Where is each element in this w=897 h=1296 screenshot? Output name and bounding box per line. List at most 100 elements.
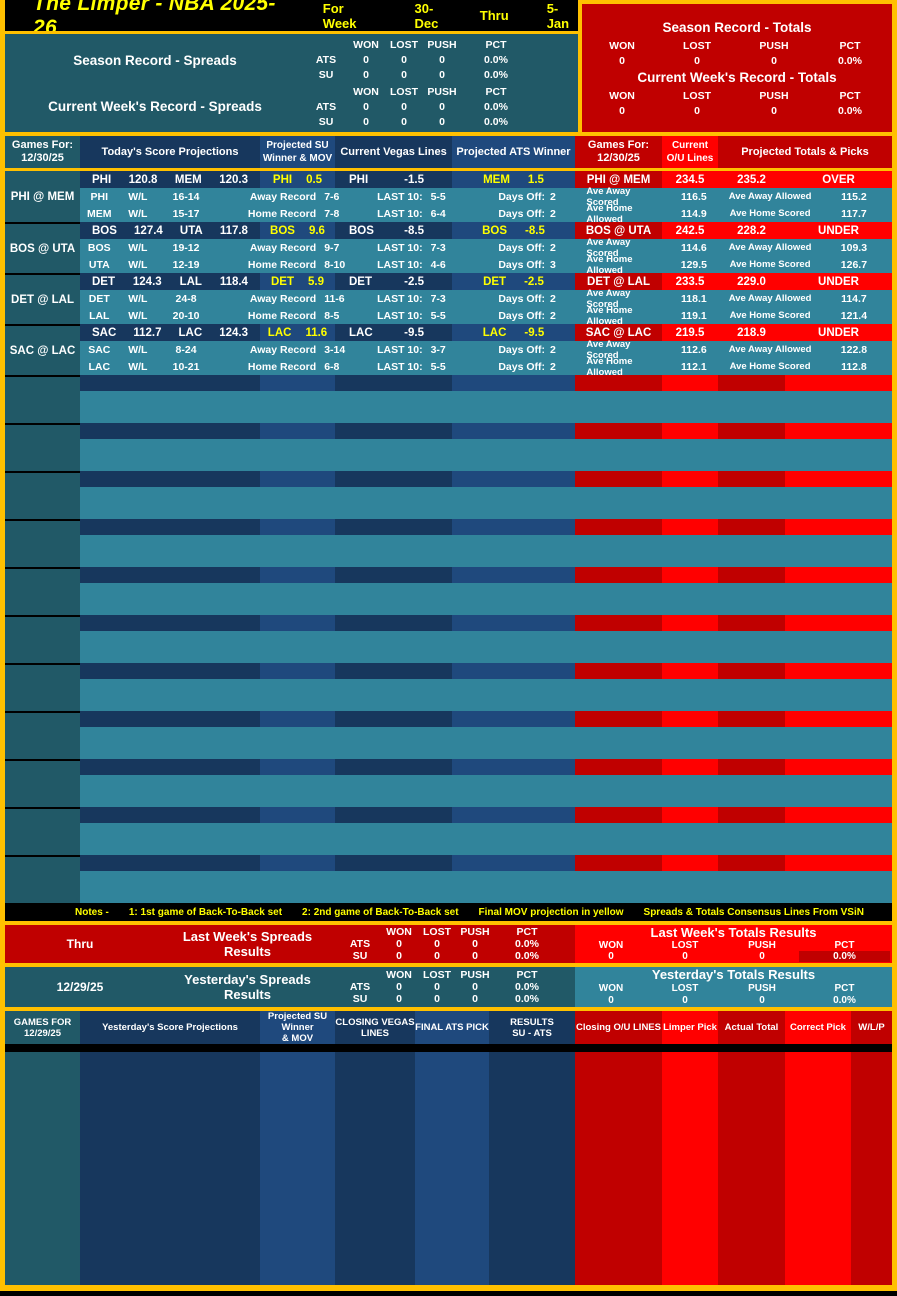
won-header: WON [609, 39, 635, 52]
total-pick-cell: OVER [785, 171, 892, 188]
su-winner-team: BOS [270, 224, 295, 237]
score-projections-header: Today's Score Projections [80, 136, 260, 168]
matchup-cell: DET @ LAL [575, 273, 662, 290]
week-totals-title: Current Week's Record - Totals [637, 70, 837, 85]
ats-won: 0 [363, 100, 369, 113]
pct-value: 0.0% [838, 54, 862, 67]
lost-header: LOST [683, 89, 711, 102]
away-projected-score: 127.4 [134, 224, 163, 237]
projected-total-cell: 228.2 [718, 222, 785, 239]
su-won: 0 [396, 950, 402, 962]
su-winner-mov: 11.6 [305, 326, 328, 339]
ats-winner-line: 1.5 [527, 173, 544, 186]
yesterday-spreads-title: Yesterday's Spreads Results [184, 972, 311, 1002]
empty-game-block [5, 423, 892, 471]
vegas-line: -2.5 [404, 275, 424, 288]
week-spreads-group: Current Week's Record - Spreads WON LOST… [5, 84, 578, 131]
gold-divider [5, 31, 578, 34]
ats-lost: 0 [401, 54, 407, 67]
su-row: SU 0 0 0 0.0% [305, 114, 553, 129]
season-totals-title: Season Record - Totals [662, 20, 812, 35]
ats-pct: 0.0% [484, 54, 508, 67]
ats-push: 0 [472, 981, 478, 993]
ave-away-scored: 116.5 [681, 190, 707, 203]
su-push: 0 [439, 115, 445, 128]
away-team: PHI [90, 190, 109, 203]
won-value: 0 [608, 951, 614, 962]
wl-label: W/L [128, 292, 148, 305]
pct-value: 0.0% [838, 104, 862, 117]
pct-header: PCT [516, 926, 538, 938]
ats-winner-team: LAC [482, 326, 507, 339]
ave-away-allowed: 115.2 [841, 190, 867, 203]
projected-total-cell: 235.2 [718, 171, 785, 188]
away-team: PHI [92, 173, 112, 186]
su-lost: 0 [401, 115, 407, 128]
away-days-off: 2 [550, 190, 556, 203]
last10-label: LAST 10: [377, 292, 423, 305]
projected-total-cell: 229.0 [718, 273, 785, 290]
yesterday-spreads-stats: WON LOST PUSH PCT ATS 0 0 0 0.0% SU 0 0 [340, 967, 575, 1007]
wlp-column [851, 1052, 892, 1285]
su-won: 0 [396, 993, 402, 1005]
days-off-label: Days Off: [498, 241, 546, 254]
days-off-label: Days Off: [498, 309, 546, 322]
game-block: BOS @ UTA BOS 127.4 UTA 117.8 BOS 9.6 BO… [5, 222, 892, 276]
vegas-lines-header: Current Vegas Lines [335, 136, 452, 168]
away-days-off: 2 [550, 241, 556, 254]
vegas-line-cell: PHI -1.5 [335, 171, 452, 188]
vegas-line-cell: DET -2.5 [335, 273, 452, 290]
won-value: 0 [619, 104, 625, 117]
pct-header: PCT [516, 969, 538, 981]
su-label: SU [352, 993, 368, 1005]
gold-divider [5, 1007, 892, 1011]
yesterday-totals-values: 0 0 0 0.0% [577, 994, 890, 1006]
home-record-label: Home Record [247, 258, 317, 271]
stat-header-row: WON LOST PUSH PCT [586, 38, 888, 53]
projected-total-cell: 218.9 [718, 324, 785, 341]
week-spreads-stats: WON LOST PUSH PCT ATS 0 0 0 0.0% [305, 84, 578, 131]
away-wl-record: 16-14 [172, 190, 200, 203]
ats-row: ATS 0 0 0 0.0% [305, 99, 553, 114]
ave-home-allowed: 112.1 [681, 360, 707, 373]
note-mov-yellow: Final MOV projection in yellow [478, 906, 624, 918]
home-last10: 5-5 [430, 360, 446, 373]
away-team: DET [88, 292, 110, 305]
su-winner-cell: DET 5.9 [260, 273, 335, 290]
matchup-label [5, 807, 80, 855]
empty-game-block [5, 759, 892, 807]
push-value: 0 [759, 994, 765, 1006]
ats-winner-cell: DET -2.5 [452, 273, 575, 290]
games-for-column [5, 1052, 80, 1285]
su-pct: 0.0% [515, 950, 539, 962]
total-pick-cell: UNDER [785, 273, 892, 290]
ave-home-scored: 117.7 [841, 207, 867, 220]
score-projections-column [80, 1052, 260, 1285]
away-days-off: 2 [550, 292, 556, 305]
wl-label: W/L [128, 190, 148, 203]
correct-pick-column [785, 1052, 851, 1285]
su-row: SU 0 0 0 0.0% [305, 68, 553, 83]
games-list: PHI @ MEM PHI 120.8 MEM 120.3 PHI 0.5 PH… [5, 171, 892, 378]
wl-label: W/L [128, 309, 148, 322]
su-push: 0 [439, 69, 445, 82]
games-date: 12/30/25 [597, 152, 640, 164]
matchup-label: BOS @ UTA [5, 222, 80, 273]
actual-total-column [718, 1052, 785, 1285]
days-off-label: Days Off: [498, 258, 546, 271]
home-record: 8-10 [324, 258, 346, 271]
vegas-team: DET [349, 275, 372, 288]
matchup-label [5, 711, 80, 759]
ats-winner-cell: BOS -8.5 [452, 222, 575, 239]
lost-value: 0 [682, 951, 688, 962]
games-date: 12/30/25 [21, 152, 64, 164]
su-lost: 0 [434, 993, 440, 1005]
pct-header: PCT [839, 89, 861, 102]
games-for-header-right: Games For: 12/30/25 [575, 136, 662, 168]
score-projection-cell: DET 124.3 LAL 118.4 [80, 273, 260, 290]
ave-home-scored: 121.4 [840, 309, 868, 322]
notes-bar: Notes - 1: 1st game of Back-To-Back set … [5, 903, 892, 921]
push-value: 0 [771, 104, 777, 117]
home-detail-row: UTA W/L 12-19 Home Record 8-10 LAST 10: 4… [80, 254, 892, 276]
ats-pct: 0.0% [484, 100, 508, 113]
